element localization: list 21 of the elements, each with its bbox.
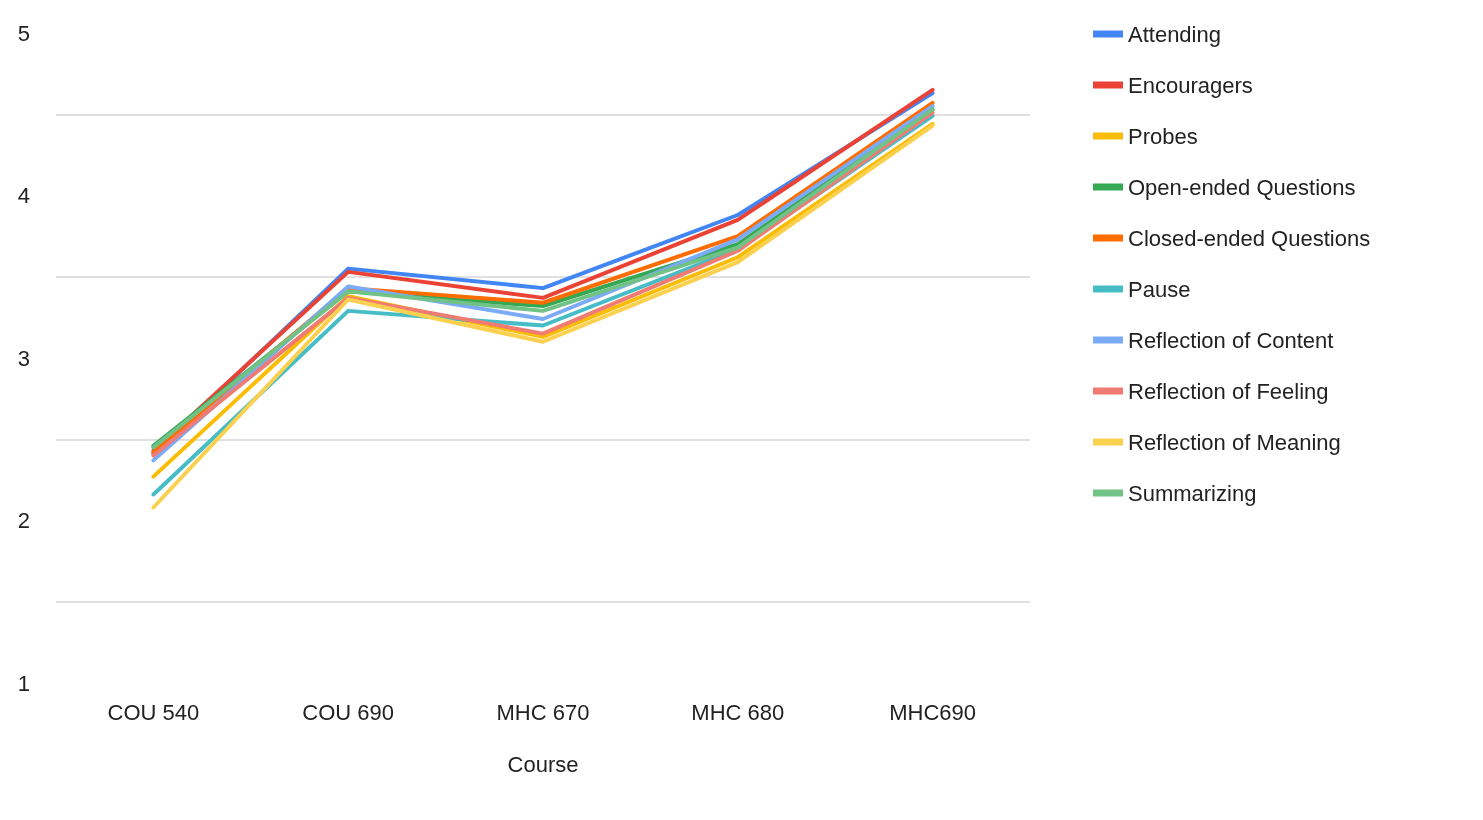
legend-label: Probes	[1128, 123, 1198, 149]
legend-label: Summarizing	[1128, 480, 1257, 506]
legend-label: Reflection of Content	[1128, 327, 1334, 353]
x-tick-label: MHC690	[889, 699, 977, 725]
x-tick-label: MHC 680	[691, 699, 785, 725]
x-tick-label: COU 690	[302, 699, 395, 725]
legend-label: Reflection of Meaning	[1128, 429, 1341, 455]
legend-label: Pause	[1128, 276, 1191, 302]
x-tick-label: COU 540	[107, 699, 200, 725]
x-tick-label: MHC 670	[496, 699, 590, 725]
legend-label: Attending	[1128, 21, 1221, 47]
y-tick-label: 2	[17, 508, 30, 533]
legend-label: Open-ended Questions	[1128, 174, 1356, 200]
y-tick-label: 1	[17, 670, 30, 696]
legend-label: Encouragers	[1128, 72, 1253, 98]
y-tick-label: 3	[17, 345, 30, 371]
legend-label: Closed-ended Questions	[1128, 225, 1371, 251]
y-tick-label: 4	[17, 183, 30, 208]
y-tick-label: 5	[17, 20, 30, 46]
x-axis-title: Course	[507, 751, 579, 777]
legend-label: Reflection of Feeling	[1128, 378, 1329, 404]
